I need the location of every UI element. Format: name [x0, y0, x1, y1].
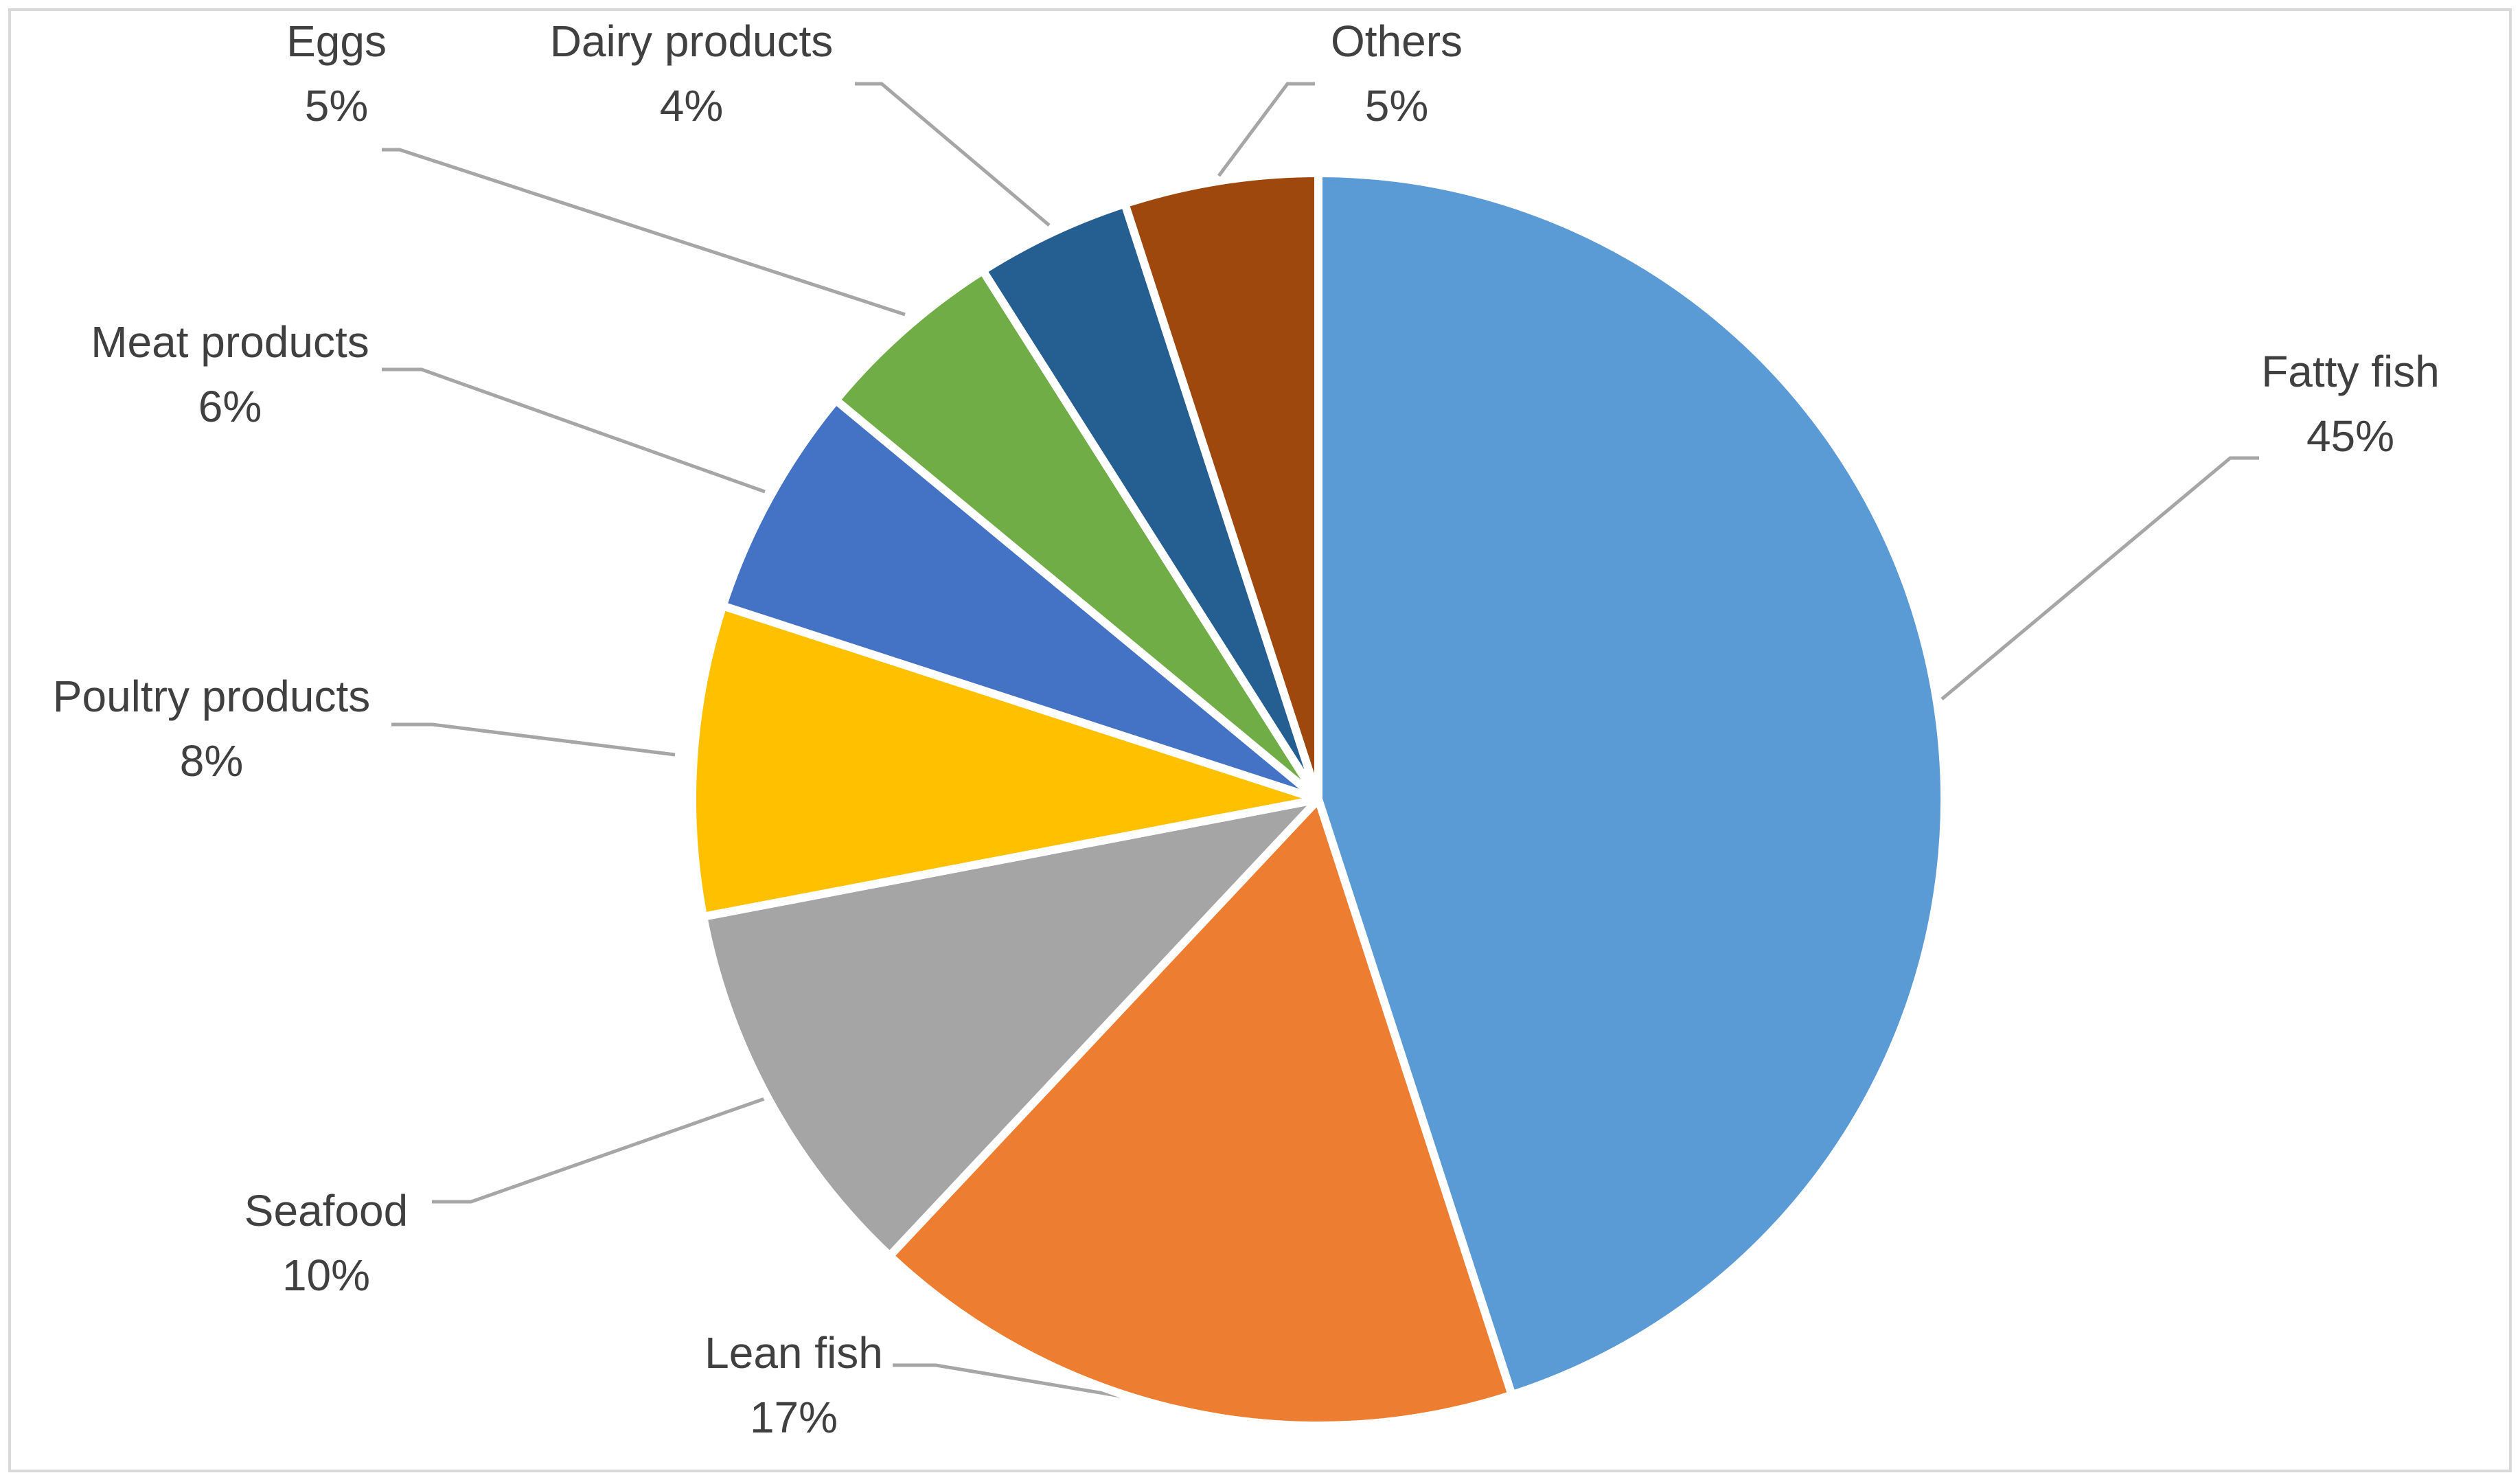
pie-slice-eggs [832, 266, 1322, 803]
leader-line-seafood [432, 1095, 769, 1204]
leader-line-meat-products [382, 367, 766, 494]
slice-label-eggs: Eggs [286, 16, 387, 66]
slice-label-lean-fish: Lean fish [705, 1328, 883, 1378]
leader-line-lean-fish [893, 1363, 1178, 1408]
slice-label-seafood: Seafood [244, 1186, 408, 1235]
pie-slice-others [1121, 169, 1322, 803]
slice-value-others: 5% [1365, 81, 1429, 130]
slice-label-others: Others [1331, 16, 1463, 66]
data-labels: Fatty fish 45% Lean fish 17% Seafood 10% Poult… [53, 16, 2440, 1442]
pie-slice-seafood [699, 795, 1322, 1260]
leader-line-fatty-fish [1940, 456, 2259, 700]
pie-slice-fatty-fish [1314, 169, 1949, 1400]
slice-value-dairy-products: 4% [660, 81, 724, 130]
slice-value-fatty-fish: 45% [2306, 411, 2394, 461]
leader-line-dairy-products [855, 82, 1051, 227]
slice-value-poultry-products: 8% [180, 736, 244, 786]
slice-value-lean-fish: 17% [750, 1393, 838, 1442]
slice-label-fatty-fish: Fatty fish [2261, 347, 2440, 396]
pie-slice-meat-products [718, 396, 1322, 803]
leader-line-eggs [382, 148, 906, 317]
slice-label-meat-products: Meat products [91, 317, 369, 367]
pie-slices [688, 169, 1949, 1430]
pie-slice-dairy-products [978, 199, 1322, 803]
pie-slice-lean-fish [885, 795, 1516, 1430]
slice-value-meat-products: 6% [198, 382, 262, 431]
leader-line-poultry-products [391, 722, 676, 757]
slice-value-eggs: 5% [305, 81, 369, 130]
leader-lines [382, 82, 2259, 1408]
slice-label-poultry-products: Poultry products [53, 672, 370, 721]
leader-line-others [1217, 82, 1315, 177]
slice-value-seafood: 10% [282, 1251, 370, 1300]
slice-label-dairy-products: Dairy products [550, 16, 834, 66]
pie-slice-poultry-products [688, 602, 1322, 921]
